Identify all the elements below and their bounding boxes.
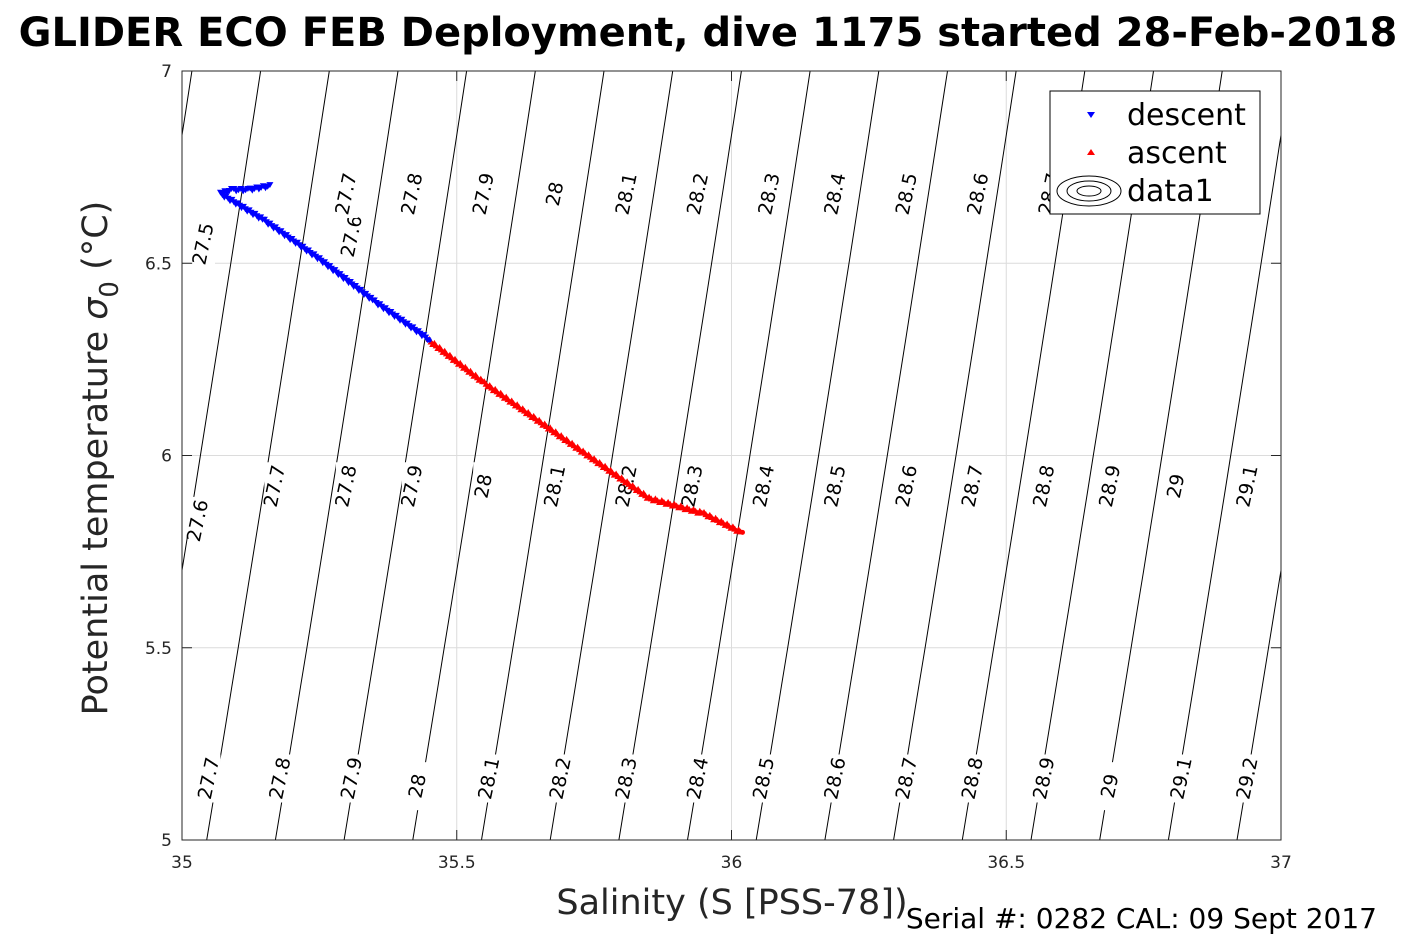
y-tick-label: 7 [161,62,172,82]
contour-label-background [544,170,567,219]
contour-label-background [341,754,364,803]
contour-label-background [824,170,847,219]
contour-label-background [544,462,567,511]
y-axis-label: Potential temperature σ0 (°C) [76,201,125,716]
contour-label-background [682,462,705,511]
contour-label: 28 [542,180,569,208]
contour-label-background [616,170,639,219]
contour-label-background [896,754,919,803]
density-contour-line [182,71,262,574]
density-contour-labels: 27.5 27.627.7 27.8 27.9 28 28.1 28.2 28.3 28.4 28… [183,170,1263,811]
density-contour-line [274,71,399,840]
density-contour-line [412,71,536,840]
y-axis-label-unit: (°C) [76,201,116,281]
legend-ascent-marker [1087,149,1095,155]
contour-label-background [1033,754,1056,803]
legend-data1-label: data1 [1127,174,1214,209]
contour-label: 28 [405,772,432,800]
density-contour-line [481,71,605,840]
contour-label-background [758,170,781,219]
y-tick-label: 5 [161,831,172,851]
axis-ticks: 35 35.5 36 36.5 37 5 5.5 6 6.5 7 [145,62,1292,873]
series-ascent [425,336,745,535]
density-contour-line [893,71,1017,840]
contour-label-background [473,462,496,511]
contour-label-background [335,170,358,219]
density-contour-line [687,71,811,840]
contour-label-background [264,462,287,511]
contour-label-background [1165,462,1188,511]
contour-label-background [896,170,919,219]
density-contour-line [1167,131,1281,840]
contour-label-background [1099,462,1122,511]
contour-label-background [824,754,847,803]
legend-data1-contour-icon [1056,175,1122,207]
density-contour-line [206,71,330,840]
contour-label-background [1033,462,1056,511]
x-tick-label: 36 [721,853,743,873]
series-descent-endpoint [426,337,432,343]
contour-label-background [401,462,424,511]
x-tick-label: 35.5 [438,853,476,873]
density-contour-line [343,71,468,840]
contour-label-background [687,170,710,219]
contour-label-background [753,462,776,511]
series-ascent-endpoint [739,529,745,535]
legend-ascent-label: ascent [1127,136,1227,171]
series-descent [217,182,432,344]
contour-label-background [192,220,215,269]
contour-label-background [341,212,364,261]
contour-label-background [407,762,430,811]
density-contour-line [618,71,742,840]
contour-label-background [896,462,919,511]
contour-label-background [401,170,424,219]
contour-label-background [187,496,210,545]
contour-label-background [967,170,990,219]
legend-descent-marker [1087,112,1095,118]
density-contour-line [755,71,880,840]
contour-label-background [687,754,710,803]
contour-label-background [473,170,496,219]
contour-label-background [335,462,358,511]
density-contour-line [1236,567,1281,840]
contour-label-background [1237,462,1260,511]
serial-calibration-note: Serial #: 0282 CAL: 09 Sept 2017 [906,902,1377,935]
contour-label-background [550,754,573,803]
contour-label: 29 [1163,472,1190,500]
x-tick-label: 35 [171,853,193,873]
legend: descent ascent data1 [1049,90,1261,215]
contour-label-background [478,754,501,803]
y-tick-label: 6.5 [145,254,172,274]
grid [182,71,1281,840]
contour-label-background [269,754,292,803]
contour-label-background [824,462,847,511]
contour-label-background [616,754,639,803]
contour-label: 29 [1097,772,1124,800]
x-tick-label: 37 [1270,853,1292,873]
density-contour-line [824,71,948,840]
y-axis-label-sigma: σ [76,296,116,320]
contour-label-background [962,754,985,803]
y-axis-label-subscript: 0 [95,281,125,298]
y-tick-label: 5.5 [145,639,172,659]
legend-descent-label: descent [1127,98,1246,133]
data-series [217,182,745,535]
chart-title: GLIDER ECO FEB Deployment, dive 1175 sta… [19,10,1398,56]
density-contour-line [549,71,674,840]
x-tick-label: 36.5 [987,853,1025,873]
contour-label-background [753,754,776,803]
contour-label-background [962,462,985,511]
legend-box [1049,90,1261,215]
contour-label-background [1099,762,1122,811]
contour-label: 28 [470,472,497,500]
contour-label-background [1171,754,1194,803]
contour-label-background [198,754,221,803]
y-axis-label-main: Potential temperature [76,320,116,716]
x-axis-label: Salinity (S [PSS-78]) [556,883,907,923]
y-tick-label: 6 [161,447,172,467]
contour-label-background [1237,754,1260,803]
